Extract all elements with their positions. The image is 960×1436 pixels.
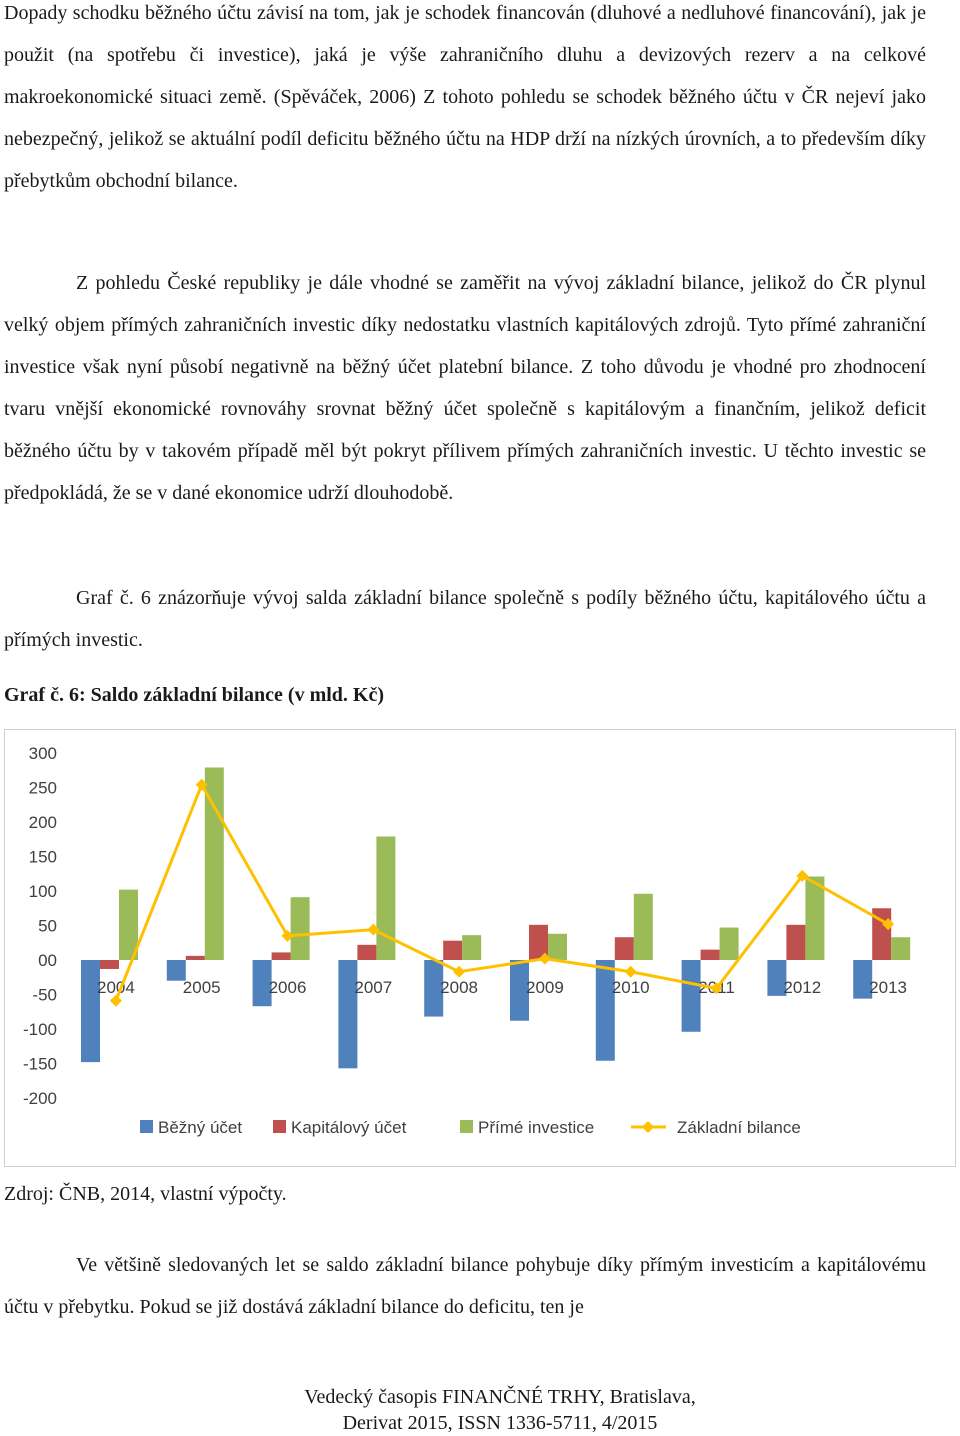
- y-tick-label: -150: [23, 1055, 57, 1074]
- paragraph-1: Dopady schodku běžného účtu závisí na to…: [4, 2, 926, 192]
- source-note: Zdroj: ČNB, 2014, vlastní výpočty.: [4, 1183, 287, 1205]
- bar-přímé-investice: [290, 897, 310, 960]
- y-tick-label: 250: [29, 779, 57, 798]
- bar-přímé-investice: [376, 836, 396, 960]
- y-tick-label: -200: [23, 1089, 57, 1108]
- bar-přímé-investice: [891, 937, 911, 960]
- bar-přímé-investice: [462, 935, 482, 960]
- bar-běžný-účet: [252, 960, 272, 1007]
- x-tick-label: 2007: [354, 978, 392, 997]
- line-point: [367, 923, 380, 936]
- x-tick-label: 2005: [183, 978, 221, 997]
- legend-swatch: [273, 1120, 286, 1133]
- y-tick-label: 200: [29, 813, 57, 832]
- x-tick-label: 2006: [269, 978, 307, 997]
- line-point: [281, 929, 294, 942]
- bar-běžný-účet: [853, 960, 873, 999]
- bar-přímé-investice: [119, 889, 138, 960]
- paragraph-3: Graf č. 6 znázorňuje vývoj salda základn…: [4, 587, 926, 651]
- x-tick-label: 2008: [440, 978, 478, 997]
- legend-label: Základní bilance: [677, 1118, 801, 1137]
- line-point: [195, 778, 208, 791]
- bar-kapitálový-účet: [786, 924, 806, 960]
- bar-přímé-investice: [719, 927, 739, 960]
- x-tick-label: 2004: [97, 978, 135, 997]
- x-tick-label: 2013: [869, 978, 907, 997]
- bar-kapitálový-účet: [443, 940, 463, 960]
- bar-běžný-účet: [510, 960, 529, 1021]
- y-tick-label: 150: [29, 848, 57, 867]
- y-tick-label: 100: [29, 882, 57, 901]
- bar-kapitálový-účet: [357, 944, 377, 960]
- bar-běžný-účet: [767, 960, 787, 996]
- y-tick-label: 300: [29, 744, 57, 763]
- bar-běžný-účet: [681, 960, 701, 1032]
- legend-label: Kapitálový účet: [291, 1118, 407, 1137]
- bar-kapitálový-účet: [100, 960, 119, 969]
- paragraph-4: Ve většině sledovaných let se saldo zákl…: [4, 1254, 926, 1318]
- footer-line-1: Vedecký časopis FINANČNÉ TRHY, Bratislav…: [304, 1386, 696, 1408]
- bar-běžný-účet: [424, 960, 444, 1017]
- line-point: [796, 869, 809, 882]
- paragraph-2: Z pohledu České republiky je dále vhodné…: [4, 272, 926, 504]
- x-tick-label: 2010: [612, 978, 650, 997]
- bar-kapitálový-účet: [185, 955, 205, 960]
- x-tick-label: 2009: [526, 978, 564, 997]
- bar-běžný-účet: [166, 960, 186, 981]
- bar-kapitálový-účet: [271, 952, 291, 960]
- bar-kapitálový-účet: [614, 937, 634, 960]
- bar-kapitálový-účet: [700, 949, 720, 960]
- legend-label: Běžný účet: [158, 1118, 242, 1137]
- bar-běžný-účet: [81, 960, 100, 1063]
- legend-label: Přímé investice: [478, 1118, 594, 1137]
- bar-běžný-účet: [338, 960, 358, 1069]
- line-point: [624, 965, 637, 978]
- y-tick-label: 50: [38, 917, 57, 936]
- line-series-základní-bilance: [114, 781, 889, 1002]
- bar-přímé-investice: [805, 876, 825, 960]
- x-tick-label: 2012: [783, 978, 821, 997]
- footer-line-2: Derivat 2015, ISSN 1336-5711, 4/2015: [342, 1412, 658, 1434]
- line-point: [710, 982, 723, 995]
- bar-přímé-investice: [548, 933, 567, 960]
- legend-swatch: [460, 1120, 473, 1133]
- y-tick-label: -100: [23, 1020, 57, 1039]
- line-point: [453, 965, 466, 978]
- legend-marker: [642, 1121, 654, 1133]
- bar-přímé-investice: [633, 893, 653, 960]
- bar-kapitálový-účet: [529, 924, 548, 960]
- figure-caption: Graf č. 6: Saldo základní bilance (v mld…: [4, 684, 384, 706]
- line-point: [538, 952, 551, 965]
- chart-container: 300 250 200 150 100 50 00 -50 -100 -150 -200 2004 20…: [4, 729, 956, 1167]
- line-point: [109, 994, 122, 1007]
- legend-swatch: [140, 1120, 153, 1133]
- bar-line-chart: 300 250 200 150 100 50 00 -50 -100 -150 -200 2004 20…: [23, 744, 911, 1137]
- y-tick-label: -50: [32, 986, 57, 1005]
- bar-běžný-účet: [595, 960, 615, 1061]
- line-point: [882, 918, 895, 931]
- y-tick-label: 00: [38, 951, 57, 970]
